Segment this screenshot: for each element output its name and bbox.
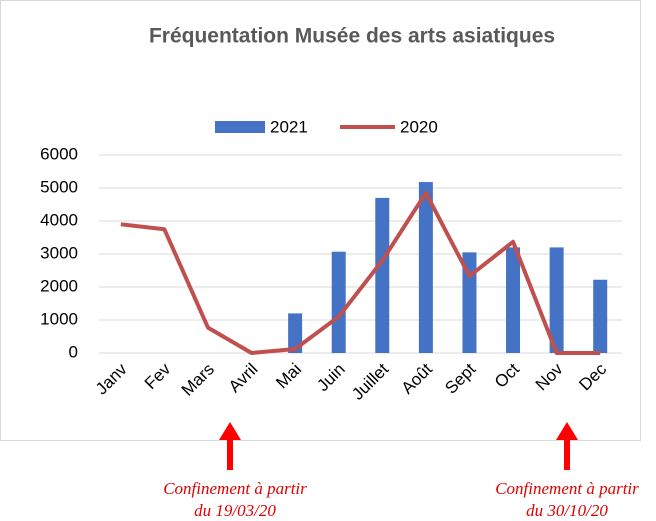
x-tick-label: Sept: [441, 359, 479, 397]
x-tick-label: Mars: [178, 360, 218, 400]
bar: [506, 247, 521, 353]
x-tick-label: Avril: [225, 360, 262, 397]
x-tick-label: Juin: [313, 360, 348, 395]
bar: [593, 279, 608, 353]
y-tick-label: 4000: [40, 210, 78, 229]
x-tick-label: Mai: [272, 360, 305, 393]
y-tick-label: 0: [69, 342, 78, 361]
bar: [418, 182, 433, 353]
y-tick-label: 2000: [40, 276, 78, 295]
bar: [462, 252, 477, 353]
arrow: [556, 422, 578, 470]
line: [120, 190, 601, 355]
y-tick-label: 3000: [40, 243, 78, 262]
x-tick-label: Juillet: [348, 359, 392, 403]
annotation: du 30/10/20: [526, 501, 608, 520]
annotation: du 19/03/20: [194, 501, 276, 520]
legend-label: 2020: [400, 117, 438, 136]
x-tick-label: Janv: [92, 359, 131, 398]
y-tick-label: 5000: [40, 177, 78, 196]
x-tick-label: Oct: [491, 359, 523, 391]
annotation: Confinement à partir: [163, 479, 307, 498]
bar: [549, 247, 564, 353]
x-tick-label: Août: [398, 359, 436, 397]
y-tick-label: 1000: [40, 309, 78, 328]
x-tick-label: Fev: [141, 359, 175, 393]
bar: [288, 313, 303, 353]
legend-label: 2021: [270, 117, 308, 136]
chart-border: [0, 0, 641, 441]
arrow: [219, 422, 241, 470]
y-tick-label: 6000: [40, 144, 78, 163]
annotation: Confinement à partir: [495, 479, 639, 498]
bar: [375, 197, 390, 353]
chart-title: Fréquentation Musée des arts asiatiques: [149, 25, 555, 48]
legend-swatch: [215, 121, 265, 133]
x-tick-label: Dec: [575, 359, 610, 394]
bar: [331, 251, 346, 353]
x-tick-label: Nov: [532, 359, 567, 394]
